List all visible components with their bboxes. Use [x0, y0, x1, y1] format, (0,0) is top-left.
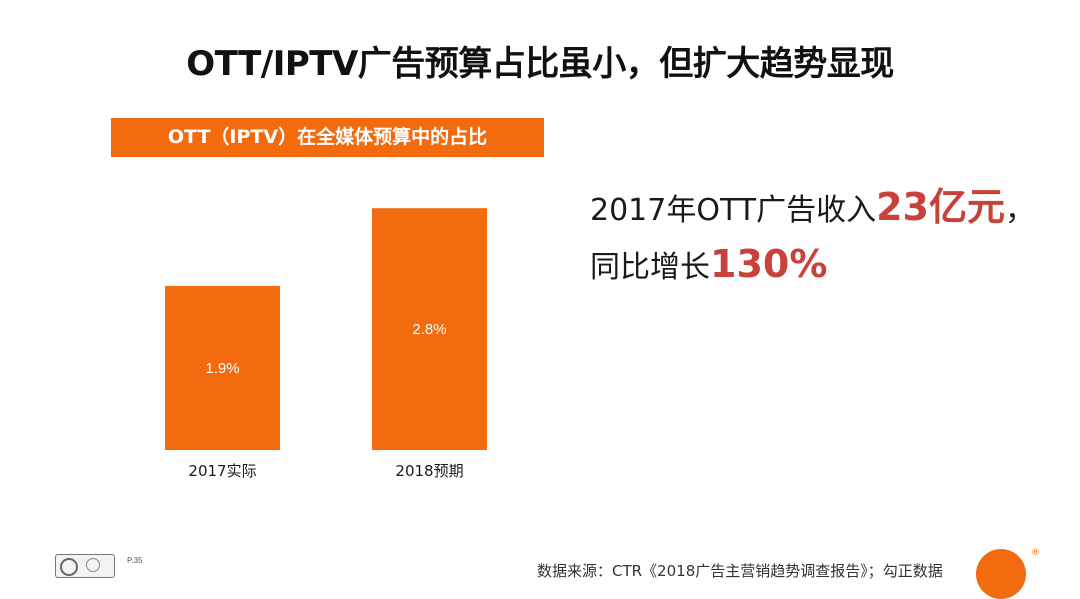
license-icon [55, 554, 115, 578]
category-label: 2017实际 [188, 462, 256, 480]
revenue-prefix: 2017年OTT广告收入 [590, 193, 877, 228]
revenue-value: 23亿元 [876, 185, 1005, 229]
growth-statement: 同比增长130% [590, 242, 827, 286]
growth-value: 130% [710, 242, 828, 286]
page-number: P.35 [127, 556, 143, 565]
bar-value-label: 2.8% [412, 321, 446, 338]
bar-chart: 1.9% 2017实际 2.8% 2018预期 [165, 208, 487, 480]
bar-2017实际 [165, 285, 280, 450]
category-label: 2018预期 [395, 462, 463, 480]
chart-title-banner: OTT（IPTV）在全媒体预算中的占比 [111, 118, 544, 157]
page-title: OTT/IPTV广告预算占比虽小，但扩大趋势显现 [186, 44, 894, 84]
license-circle-icon [60, 558, 78, 576]
revenue-statement: 2017年OTT广告收入23亿元， [590, 176, 1035, 231]
attribution-icon [86, 558, 100, 572]
brand-logo [976, 549, 1026, 599]
bar-value-label: 1.9% [205, 360, 239, 377]
bar-2018预期 [372, 208, 487, 450]
growth-prefix: 同比增长 [590, 250, 710, 285]
data-source: 数据来源：CTR《2018广告主营销趋势调查报告》；勾正数据 [537, 562, 943, 580]
revenue-suffix: ， [1004, 193, 1035, 228]
registered-mark-icon: ® [1031, 548, 1040, 558]
